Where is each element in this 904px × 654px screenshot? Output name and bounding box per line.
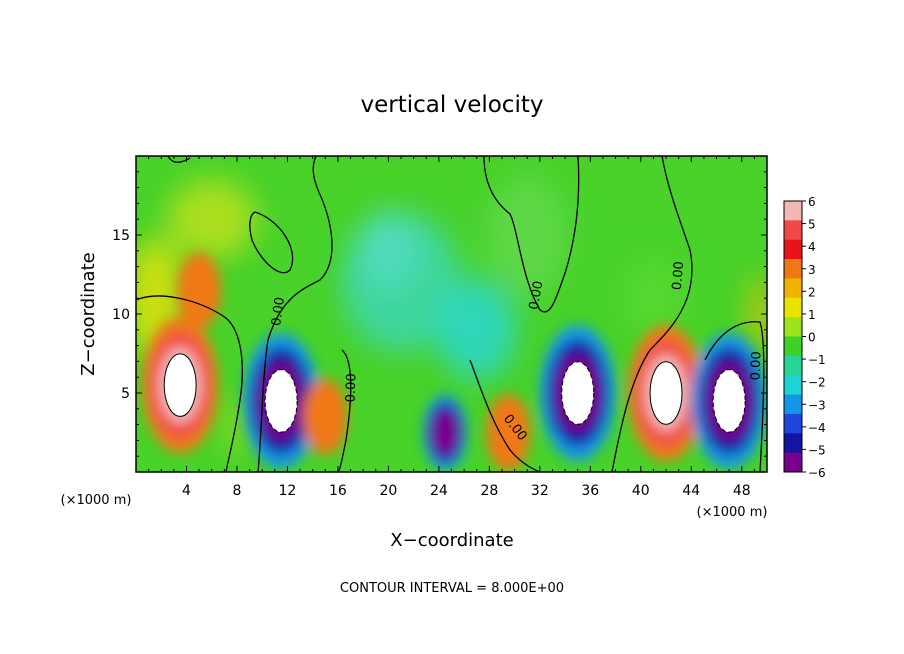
velocity-cell: [432, 411, 458, 454]
colorbar-label: 5: [808, 218, 816, 232]
contour-label: 0.00: [344, 373, 360, 402]
x-tick-label: 8: [232, 483, 241, 499]
x-tick-label: 48: [733, 483, 751, 499]
x-tick-label: 16: [329, 483, 347, 499]
x-axis-ticks: 4 8 12 16 20 24 28 32 36 40 44 48: [148, 156, 755, 499]
colorbar-label: 0: [808, 331, 816, 345]
velocity-cell: [303, 378, 348, 455]
velocity-cell: [486, 394, 531, 471]
field-shading: [358, 210, 419, 291]
colorbar-swatch: [784, 201, 802, 221]
velocity-core: [650, 361, 682, 425]
x-axis-label: X−coordinate: [390, 530, 513, 551]
velocity-core-contour: [712, 369, 746, 433]
field-shading: [487, 175, 568, 295]
colorbar-swatch: [784, 355, 802, 376]
contour-zero-line: [167, 156, 191, 163]
colorbar-label: 6: [808, 195, 816, 209]
contour-zero-line: [704, 321, 765, 472]
x-tick-label: 36: [581, 483, 599, 499]
plot-area: [136, 156, 767, 472]
x-tick-label: 24: [430, 483, 448, 499]
x-tick-label: 32: [531, 483, 549, 499]
contour-label: 0.00: [269, 296, 288, 327]
colorbar-label: −2: [808, 376, 826, 390]
contour-lines: [136, 156, 765, 472]
colorbar-swatch: [784, 433, 802, 454]
contour-zero-line: [611, 156, 693, 472]
colorbar-label: 3: [808, 263, 816, 277]
colorbar-swatch: [784, 317, 802, 337]
colorbar-label: −1: [808, 353, 826, 367]
contour-zero-line: [483, 156, 580, 313]
velocity-core-contour: [264, 369, 298, 433]
x-tick-label: 12: [279, 483, 297, 499]
contour-zero-line: [136, 295, 243, 472]
contour-zero-line: [257, 156, 333, 472]
colorbar-swatch: [784, 220, 802, 241]
x-tick-label: 40: [632, 483, 650, 499]
colorbar-swatch: [784, 297, 802, 318]
x-unit-right: (×1000 m): [697, 505, 768, 520]
colorbar-label: −5: [808, 443, 826, 457]
velocity-core-contour: [163, 353, 197, 417]
colorbar-label: 1: [808, 308, 816, 322]
field-shading: [623, 258, 684, 339]
y-axis-ticks: 5 10 15: [112, 171, 767, 457]
colorbar: [783, 200, 803, 473]
field-shading: [166, 179, 257, 260]
x-tick-label: 28: [480, 483, 498, 499]
velocity-core: [265, 369, 298, 433]
colorbar-swatch: [784, 336, 802, 357]
velocity-core-contour: [649, 361, 683, 425]
colorbar-label: −6: [808, 466, 826, 480]
velocity-core: [164, 353, 197, 417]
colorbar-swatch: [784, 394, 802, 415]
contour-zero-line: [249, 211, 294, 274]
x-unit-left: (×1000 m): [61, 493, 132, 508]
velocity-core: [713, 369, 746, 433]
x-tick-label: 4: [182, 483, 191, 499]
colorbar-swatch: [784, 413, 802, 434]
velocity-core-contour: [561, 361, 595, 425]
velocity-cell: [177, 252, 222, 329]
colorbar-swatch: [784, 259, 802, 279]
contour-zero-line: [469, 359, 541, 472]
velocity-core: [561, 361, 594, 425]
contour-label: 0.00: [749, 351, 765, 380]
contour-label: 0.00: [527, 280, 547, 311]
colorbar-swatch: [784, 375, 802, 396]
y-axis-label: Z−coordinate: [78, 252, 99, 375]
chart-title: vertical velocity: [361, 92, 544, 118]
y-tick-label: 5: [121, 386, 130, 402]
colorbar-label: −4: [808, 421, 826, 435]
y-tick-label: 15: [112, 228, 130, 244]
velocity-field: [136, 175, 767, 471]
colorbar-swatch: [784, 239, 802, 260]
x-tick-label: 20: [379, 483, 397, 499]
field-shading: [750, 274, 767, 354]
colorbar-swatch: [784, 452, 802, 473]
contour-zero-line: [337, 349, 352, 472]
contour-label: 0.00: [670, 261, 687, 291]
field-shading: [436, 279, 517, 380]
y-tick-label: 10: [112, 307, 130, 323]
colorbar-label: 4: [808, 240, 816, 254]
colorbar-label: −3: [808, 398, 826, 412]
contour-interval: CONTOUR INTERVAL = 8.000E+00: [340, 581, 564, 596]
colorbar-labels: 6 5 4 3 2 1 0 −1 −2 −3 −4 −5 −6: [802, 195, 826, 480]
colorbar-swatch: [784, 278, 802, 299]
colorbar-label: 2: [808, 285, 816, 299]
x-tick-label: 44: [682, 483, 700, 499]
